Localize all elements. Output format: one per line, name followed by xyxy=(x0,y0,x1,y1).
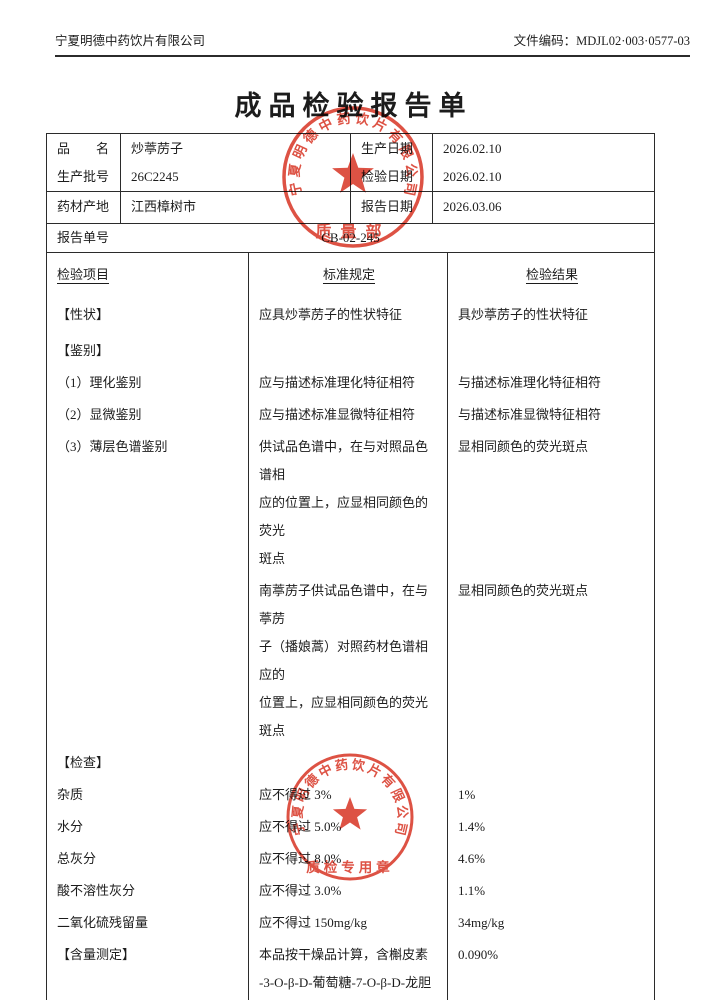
report-date-label: 报告日期 xyxy=(351,192,433,223)
test-date-label: 检验日期 xyxy=(361,169,414,184)
table-row: （3）薄层色谱鉴别 供试品色谱中，在与对照品色谱相 应的位置上，应显相同颜色的荧… xyxy=(47,429,654,573)
origin-label: 药材产地 xyxy=(47,192,121,223)
info-row-top: 品 名 生产批号 炒葶苈子 26C2245 生产日期 检验日期 2026.02.… xyxy=(47,134,654,191)
batch-no-value: 26C2245 xyxy=(131,169,179,184)
test-date-value: 2026.02.10 xyxy=(443,169,502,184)
table-row: 【性状】 应具炒葶苈子的性状特征 具炒葶苈子的性状特征 xyxy=(47,297,654,333)
company-name: 宁夏明德中药饮片有限公司 xyxy=(55,34,206,48)
inspection-table: 检验项目 标准规定 检验结果 【性状】 应具炒葶苈子的性状特征 具炒葶苈子的性状… xyxy=(46,253,655,1000)
letterhead: 宁夏明德中药饮片有限公司 文件编码：MDJL02·003·0577-03 xyxy=(55,30,690,57)
table-row: 【鉴别】 xyxy=(47,333,654,365)
table-row: 二氧化硫残留量 应不得过 150mg/kg 34mg/kg xyxy=(47,905,654,937)
table-row: 南葶苈子供试品色谱中，在与葶苈 子（播娘蒿）对照药材色谱相应的 位置上，应显相同… xyxy=(47,573,654,745)
product-name-label: 品 名 xyxy=(57,141,110,156)
file-code-label: 文件编码： xyxy=(513,34,577,48)
info-row-origin: 药材产地 江西樟树市 报告日期 2026.03.06 xyxy=(47,191,654,223)
product-name-value: 炒葶苈子 xyxy=(131,141,184,156)
table-row: 【检查】 xyxy=(47,745,654,777)
report-body: 品 名 生产批号 炒葶苈子 26C2245 生产日期 检验日期 2026.02.… xyxy=(46,133,655,1000)
table-row: 酸不溶性灰分 应不得过 3.0% 1.1% xyxy=(47,873,654,905)
table-row: （2）显微鉴别 应与描述标准显微特征相符 与描述标准显微特征相符 xyxy=(47,397,654,429)
table-row: 总灰分 应不得过 8.0% 4.6% xyxy=(47,841,654,873)
file-code: 文件编码：MDJL02·003·0577-03 xyxy=(514,30,690,49)
origin-value: 江西樟树市 xyxy=(121,192,351,223)
info-table: 品 名 生产批号 炒葶苈子 26C2245 生产日期 检验日期 2026.02.… xyxy=(46,133,655,253)
report-date-value: 2026.03.06 xyxy=(443,199,502,214)
table-row: 杂质 应不得过 3% 1% xyxy=(47,777,654,809)
prod-date-label: 生产日期 xyxy=(361,141,414,156)
batch-no-label: 生产批号 xyxy=(57,169,110,184)
report-no-label: 报告单号 xyxy=(57,230,110,245)
header-item: 检验项目 xyxy=(57,267,110,282)
info-row-report-no: 报告单号 CB-02-245 xyxy=(47,223,654,252)
table-row: 【含量测定】 本品按干燥品计算，含槲皮素 -3-O-β-D-葡萄糖-7-O-β-… xyxy=(47,937,654,1000)
page-title: 成品检验报告单 xyxy=(234,91,473,121)
report-no-value: CB-02-245 xyxy=(321,230,380,245)
table-row: （1）理化鉴别 应与描述标准理化特征相符 与描述标准理化特征相符 xyxy=(47,365,654,397)
table-header-row: 检验项目 标准规定 检验结果 xyxy=(47,253,654,297)
header-result: 检验结果 xyxy=(525,267,578,282)
file-code-value: MDJL02·003·0577-03 xyxy=(576,34,690,48)
header-standard: 标准规定 xyxy=(322,267,375,282)
prod-date-value: 2026.02.10 xyxy=(443,141,502,156)
table-row: 水分 应不得过 5.0% 1.4% xyxy=(47,809,654,841)
